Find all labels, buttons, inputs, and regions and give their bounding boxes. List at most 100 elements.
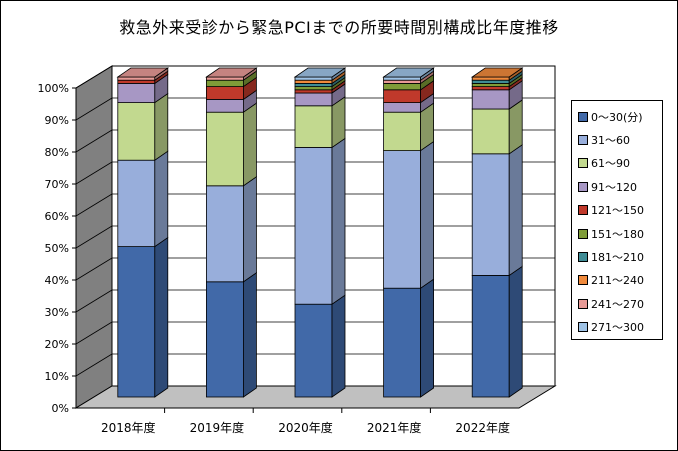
legend-item: 31～60 [578,128,662,151]
y-tick-label: 70% [45,178,69,191]
bar-segment-7 [471,79,510,84]
gridline-side [75,225,113,249]
bar-segment-2 [117,159,156,247]
legend-item: 181～210 [578,245,662,268]
bar-segment-1 [294,303,333,398]
bar-segment-2 [205,185,244,283]
x-tick-label: 2020年度 [278,420,333,435]
bar-segment-5 [383,89,422,104]
bar-segment-6 [205,79,244,87]
legend-label: 211～240 [591,274,644,288]
bar-segment-6 [294,86,333,91]
bar-segment-side [331,137,346,305]
gridline-side [75,193,113,217]
x-tick-label: 2022年度 [455,420,510,435]
gridline-side [75,97,113,121]
bar-segment-6 [471,83,510,88]
bar-segment-5 [117,79,156,84]
y-tick-label: 50% [45,242,69,255]
bar-segment-3 [294,105,333,148]
legend-swatch [578,181,588,192]
bar-segment-1 [383,287,422,398]
legend-item: 271～300 [578,316,662,339]
x-tick-label: 2018年度 [101,420,156,435]
legend-label: 31～60 [591,134,630,148]
legend-item: 0～30(分) [578,105,662,128]
bar-segment-side [154,236,169,398]
bar-segment-1 [117,246,156,398]
legend-item: 121～150 [578,199,662,222]
y-tick-label: 0% [52,402,69,415]
bar-segment-8 [471,76,510,81]
bar-segment-5 [205,86,244,100]
gridline-side [75,321,113,345]
legend-swatch [578,158,588,169]
legend-label: 271～300 [591,321,644,335]
bar-segment-6 [383,83,422,91]
legend-item: 241～270 [578,292,662,315]
y-tick-label: 10% [45,370,69,383]
bar-segment-side [154,150,169,248]
bar-segment-side [331,294,346,398]
bar-segment-1 [205,281,244,398]
legend-label: 61～90 [591,157,630,171]
x-tick-label: 2021年度 [367,420,422,435]
legend-swatch [578,322,588,333]
bar-segment-5 [471,86,510,91]
legend-label: 181～210 [591,251,644,265]
gridline-side [75,161,113,185]
bar-segment-5 [294,89,333,94]
bar-segment-side [242,176,257,283]
legend-swatch [578,135,588,146]
bar-segment-2 [294,146,333,305]
bar-segment-4 [205,99,244,113]
bar-segment-10 [294,76,333,81]
legend-swatch [578,205,588,216]
legend-item: 61～90 [578,152,662,175]
bar-segment-7 [294,83,333,88]
legend-item: 91～120 [578,175,662,198]
bar-top [205,67,258,78]
legend-label: 121～150 [591,204,644,218]
bar-segment-side [420,278,435,398]
bar-segment-side [508,144,523,277]
bar-segment-side [154,92,169,161]
bar-segment-side [242,102,257,187]
bar-segment-3 [117,102,156,161]
gridline-side [75,353,113,377]
bar-segment-side [508,265,523,398]
y-tick-label: 40% [45,274,69,287]
bar-segment-1 [471,274,510,398]
legend-label: 91～120 [591,180,637,194]
bar-segment-4 [117,83,156,104]
bar-top [116,67,170,78]
y-tick-label: 20% [45,338,69,351]
bar-top [382,67,435,78]
legend-label: 241～270 [591,297,644,311]
bar-segment-9 [117,76,156,81]
bar-segment-2 [471,153,510,276]
legend-label: 0～30(分) [591,110,643,124]
y-tick-label: 60% [45,210,69,223]
chart-legend: 0～30(分) 31～60 61～90 91～120 121～150 151～180 181… [571,100,663,340]
bar-segment-2 [383,150,422,289]
legend-swatch [578,275,588,286]
legend-item: 151～180 [578,222,662,245]
y-tick-label: 100% [38,82,69,95]
bar-segment-3 [383,111,422,151]
bar-segment-4 [294,92,333,107]
bar-top [293,67,347,78]
bar-segment-3 [471,108,510,155]
bar-segment-9 [383,79,422,84]
bar-segment-4 [471,89,510,110]
legend-swatch [578,252,588,263]
bar-segment-3 [205,111,244,187]
gridline-side [75,257,113,281]
bar-top [470,67,524,78]
bar-segment-10 [383,76,422,81]
legend-label: 151～180 [591,227,644,241]
bar-segment-side [420,140,435,289]
x-tick-label: 2019年度 [190,420,245,435]
legend-swatch [578,111,588,122]
